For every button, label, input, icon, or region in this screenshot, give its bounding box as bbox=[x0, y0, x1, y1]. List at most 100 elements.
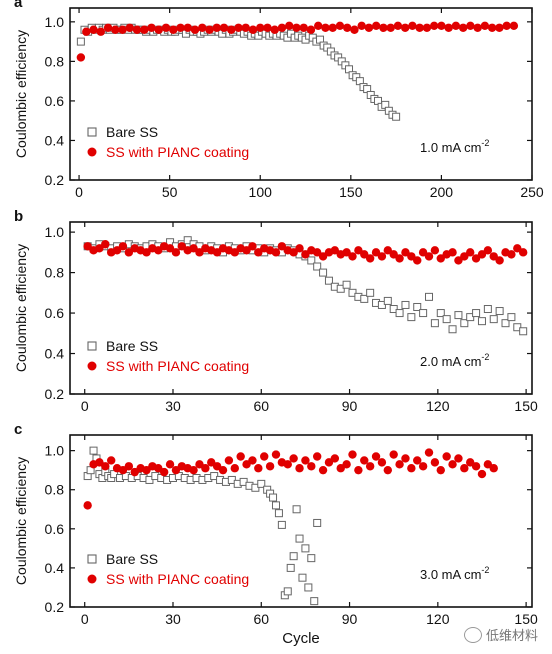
data-point-bare bbox=[310, 597, 319, 606]
data-point-coated bbox=[248, 456, 257, 465]
data-point-bare bbox=[466, 313, 475, 322]
data-point-bare bbox=[430, 319, 439, 328]
data-point-bare bbox=[477, 317, 486, 326]
chart-panel-c: c 0.2 0.4 0.6 0.8 1.0 0 30 60 90 120 150 Coulombic e… bbox=[13, 421, 538, 647]
data-point-coated bbox=[161, 23, 171, 32]
data-point-bare bbox=[301, 544, 310, 553]
data-point-coated bbox=[418, 462, 428, 471]
y-tick-label: 0.8 bbox=[45, 482, 65, 498]
data-point-coated bbox=[389, 450, 398, 459]
y-tick-label: 0.4 bbox=[45, 560, 65, 576]
y-tick-label: 1.0 bbox=[45, 443, 65, 459]
y-tick-label: 0.2 bbox=[45, 172, 65, 188]
data-point-coated bbox=[348, 450, 357, 459]
x-tick-label: 60 bbox=[253, 398, 269, 414]
data-point-coated bbox=[509, 21, 519, 30]
legend-marker-bare bbox=[87, 341, 97, 351]
data-point-bare bbox=[283, 587, 292, 596]
data-point-coated bbox=[242, 246, 251, 255]
data-point-coated bbox=[401, 454, 410, 463]
x-tick-label: 0 bbox=[75, 184, 83, 200]
x-tick-label: 100 bbox=[249, 184, 273, 200]
data-point-coated bbox=[364, 23, 374, 32]
data-point-coated bbox=[171, 248, 181, 257]
x-tick-label: 0 bbox=[81, 398, 89, 414]
data-point-coated bbox=[348, 252, 357, 261]
data-point-coated bbox=[154, 246, 163, 255]
watermark-text: 低维材料 bbox=[485, 629, 538, 644]
data-point-coated bbox=[495, 23, 504, 32]
legend-label-bare: Bare SS bbox=[106, 551, 158, 567]
current-density-annotation: 3.0 mA cm-2 bbox=[420, 565, 489, 582]
data-point-coated bbox=[190, 25, 200, 34]
data-point-bare bbox=[383, 296, 392, 305]
data-point-bare bbox=[513, 323, 522, 332]
data-point-coated bbox=[111, 25, 120, 34]
data-point-bare bbox=[324, 276, 333, 285]
data-point-coated bbox=[289, 454, 298, 463]
data-point-coated bbox=[451, 21, 461, 30]
data-point-coated bbox=[306, 25, 316, 34]
data-point-bare bbox=[89, 446, 98, 455]
y-tick-label: 0.6 bbox=[45, 521, 65, 537]
data-point-bare bbox=[313, 262, 322, 271]
data-point-coated bbox=[241, 23, 250, 32]
x-tick-label: 50 bbox=[162, 184, 178, 200]
x-tick-label: 0 bbox=[81, 611, 89, 627]
data-point-coated bbox=[454, 256, 463, 265]
wechat-icon bbox=[463, 626, 482, 643]
data-point-coated bbox=[444, 23, 453, 32]
legend-label-coated: SS with PIANC coating bbox=[106, 358, 249, 374]
data-point-coated bbox=[395, 460, 404, 469]
data-point-coated bbox=[307, 462, 316, 471]
annotation-superscript: -2 bbox=[481, 352, 489, 362]
y-tick-label: 0.8 bbox=[45, 265, 65, 281]
data-point-coated bbox=[301, 456, 310, 465]
data-point-coated bbox=[283, 460, 292, 469]
panel-label: b bbox=[14, 208, 23, 225]
data-point-coated bbox=[407, 252, 416, 261]
x-tick-label: 120 bbox=[426, 398, 450, 414]
y-axis-label: Coulombic efficiency bbox=[13, 457, 29, 585]
data-point-coated bbox=[343, 23, 352, 32]
data-point-coated bbox=[436, 465, 445, 475]
legend-marker-coated bbox=[87, 147, 97, 157]
legend-marker-coated bbox=[87, 574, 97, 584]
data-point-coated bbox=[112, 246, 122, 255]
data-point-coated bbox=[118, 25, 127, 34]
data-point-coated bbox=[248, 242, 257, 251]
data-point-bare bbox=[489, 315, 498, 324]
data-point-coated bbox=[502, 21, 511, 30]
data-point-coated bbox=[518, 248, 528, 257]
data-point-coated bbox=[169, 25, 178, 34]
data-point-coated bbox=[389, 250, 398, 259]
data-point-coated bbox=[383, 465, 393, 475]
data-point-coated bbox=[83, 242, 92, 251]
data-point-bare bbox=[460, 319, 469, 328]
data-point-bare bbox=[519, 327, 528, 336]
data-point-coated bbox=[271, 248, 281, 257]
data-point-coated bbox=[165, 460, 175, 469]
data-point-coated bbox=[76, 53, 86, 62]
data-point-coated bbox=[124, 248, 134, 257]
x-tick-label: 150 bbox=[514, 611, 538, 627]
legend-label-coated: SS with PIANC coating bbox=[106, 144, 249, 160]
x-tick-label: 30 bbox=[165, 398, 181, 414]
data-point-coated bbox=[83, 501, 92, 510]
data-point-coated bbox=[357, 21, 366, 30]
data-point-bare bbox=[313, 518, 322, 527]
data-point-bare bbox=[286, 563, 295, 572]
data-point-coated bbox=[460, 464, 469, 473]
x-tick-label: 150 bbox=[514, 398, 538, 414]
data-point-coated bbox=[224, 456, 234, 465]
data-point-coated bbox=[330, 246, 340, 255]
y-tick-label: 0.4 bbox=[45, 132, 65, 148]
data-point-coated bbox=[118, 242, 128, 251]
data-point-coated bbox=[489, 464, 498, 473]
data-point-coated bbox=[365, 254, 375, 263]
data-point-coated bbox=[165, 244, 175, 253]
data-point-bare bbox=[319, 268, 328, 277]
data-point-coated bbox=[260, 452, 269, 461]
data-point-coated bbox=[350, 25, 359, 34]
